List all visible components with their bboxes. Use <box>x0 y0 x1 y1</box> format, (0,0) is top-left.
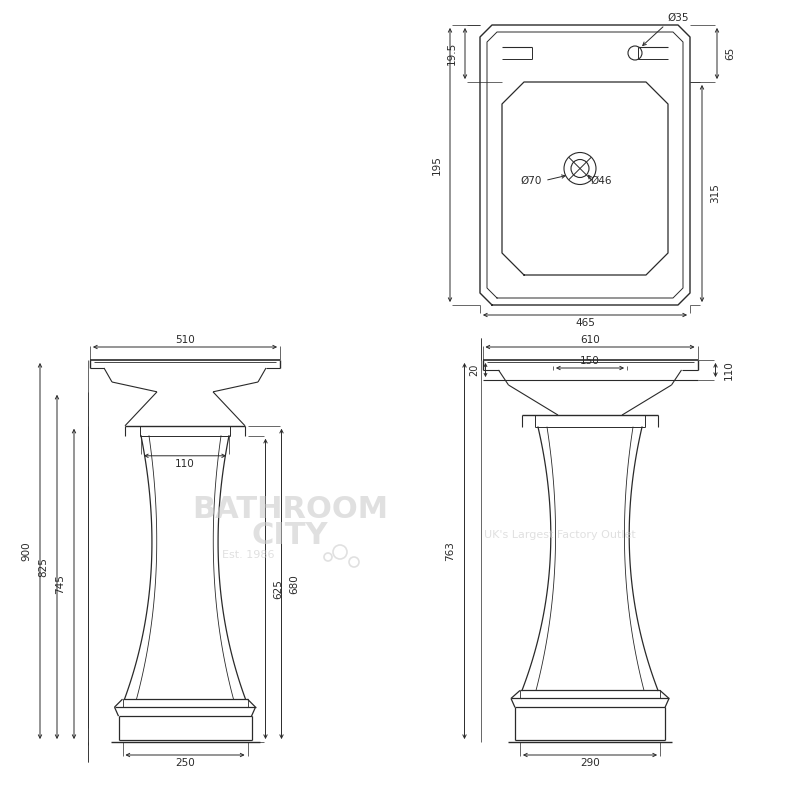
Text: 610: 610 <box>580 335 600 345</box>
Text: 625: 625 <box>274 579 283 599</box>
Text: 150: 150 <box>580 356 600 366</box>
Text: 19.5: 19.5 <box>447 42 457 65</box>
Text: 763: 763 <box>446 541 455 561</box>
Text: UK's Largest Factory Outlet: UK's Largest Factory Outlet <box>484 530 636 540</box>
Text: 825: 825 <box>38 557 48 577</box>
Text: 745: 745 <box>55 574 65 594</box>
Text: 195: 195 <box>432 155 442 175</box>
Text: 65: 65 <box>725 47 735 60</box>
Text: Est. 1986: Est. 1986 <box>222 550 274 560</box>
Text: 680: 680 <box>290 574 299 594</box>
Text: 110: 110 <box>723 360 734 380</box>
Text: 290: 290 <box>580 758 600 768</box>
Text: Ø35: Ø35 <box>667 13 689 23</box>
Text: Ø70: Ø70 <box>521 175 542 186</box>
Text: 250: 250 <box>175 758 195 768</box>
Text: CITY: CITY <box>252 521 328 550</box>
Text: 20: 20 <box>470 364 479 376</box>
Text: 465: 465 <box>575 318 595 328</box>
Text: BATHROOM: BATHROOM <box>192 495 388 525</box>
Text: 110: 110 <box>175 458 195 469</box>
Text: 315: 315 <box>710 183 720 203</box>
Text: Ø46: Ø46 <box>590 175 611 186</box>
Text: 510: 510 <box>175 335 195 345</box>
Text: 900: 900 <box>21 541 31 561</box>
